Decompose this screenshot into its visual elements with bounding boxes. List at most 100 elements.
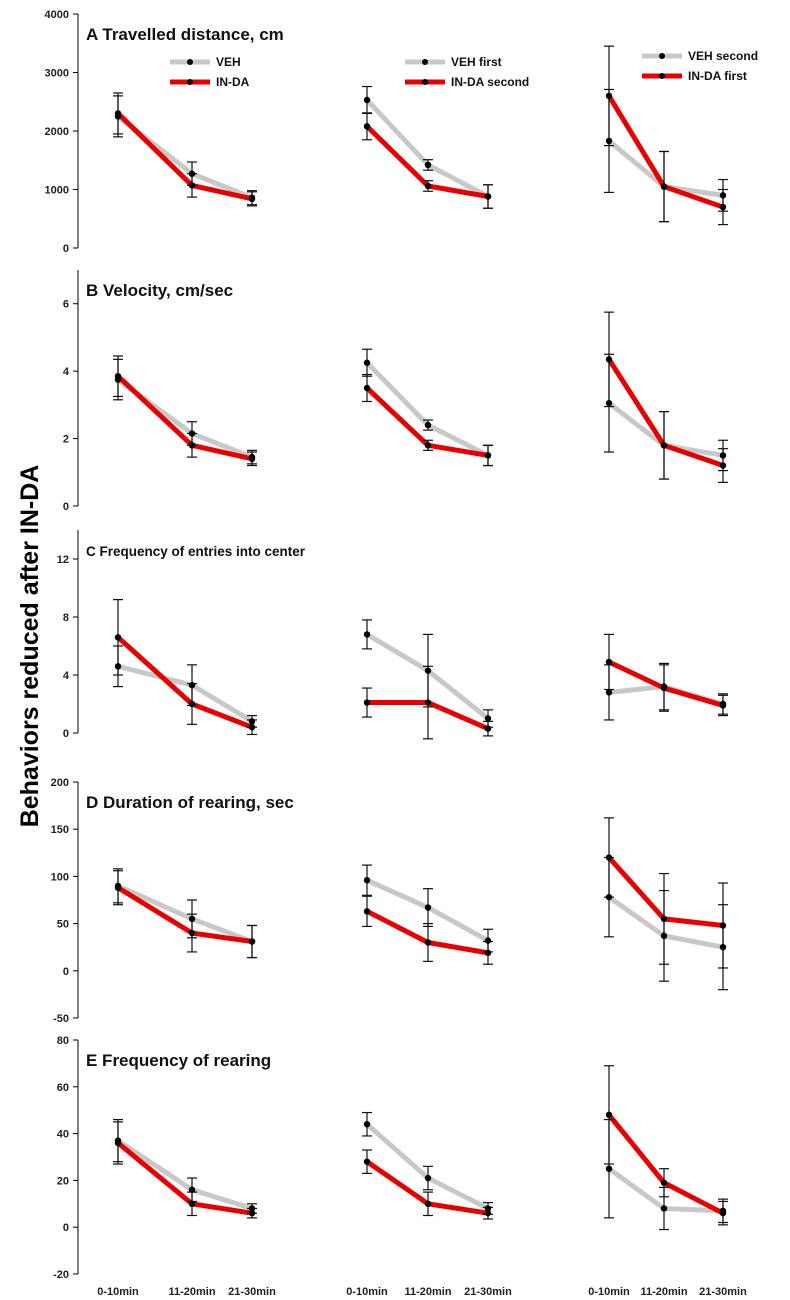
y-tick-label: 2000 — [45, 126, 69, 138]
data-point — [363, 908, 371, 915]
data-point — [363, 123, 371, 130]
panel-c: 0 4 8 12 C Frequency of entries into center — [57, 530, 728, 740]
data-point — [248, 455, 256, 462]
data-point — [114, 663, 122, 670]
data-point — [719, 702, 727, 709]
data-point — [605, 854, 613, 861]
data-point — [188, 1186, 196, 1193]
data-point — [660, 442, 668, 449]
series-line — [115, 373, 255, 462]
y-tick-label: 40 — [57, 1129, 69, 1141]
data-point — [188, 929, 196, 937]
legend-marker — [422, 79, 428, 85]
data-point — [424, 667, 432, 674]
legend-marker — [422, 59, 428, 65]
data-point — [424, 904, 432, 911]
data-point — [719, 944, 727, 951]
y-tick-label: 8 — [63, 612, 69, 624]
group-3 — [604, 311, 728, 483]
panel-d: -50 0 50 100 150 200 D Duration of rearing, se… — [51, 777, 728, 1025]
x-tick-label: 11-20min — [404, 1286, 451, 1298]
data-point — [605, 893, 613, 901]
data-point — [363, 699, 371, 706]
data-point — [424, 442, 432, 449]
x-tick-label: 0-10min — [588, 1286, 630, 1298]
legend-label: IN-DA first — [688, 69, 747, 83]
group-1 — [113, 598, 257, 736]
data-point — [248, 724, 256, 731]
data-point — [605, 137, 613, 145]
panel-a: 0 1000 2000 3000 4000 A Travelled distance, c… — [45, 9, 759, 255]
data-point — [660, 915, 668, 923]
y-tick-label: 60 — [57, 1082, 69, 1094]
data-point — [188, 915, 196, 923]
legend-marker — [187, 59, 193, 65]
data-point — [719, 192, 727, 199]
series-line — [606, 356, 726, 469]
y-tick-label: -20 — [53, 1269, 69, 1281]
data-point — [363, 1121, 371, 1128]
data-point — [484, 725, 492, 732]
group-1 — [113, 1118, 257, 1219]
legend-label: VEH second — [688, 49, 758, 63]
data-point — [363, 1158, 371, 1165]
legend-label: IN-DA — [216, 75, 250, 89]
y-tick-label: 150 — [51, 824, 69, 836]
data-point — [363, 384, 371, 392]
series-line — [606, 1112, 726, 1216]
group-2 — [362, 1111, 493, 1220]
data-point — [363, 96, 371, 104]
data-point — [605, 689, 613, 696]
data-point — [484, 452, 492, 459]
data-point — [424, 699, 432, 706]
y-tick-label: 200 — [51, 777, 69, 789]
data-point — [188, 681, 196, 689]
y-tick-label: 4 — [63, 366, 70, 378]
series-line — [115, 113, 255, 201]
data-point — [605, 658, 613, 666]
legend-label: IN-DA second — [451, 75, 529, 89]
y-tick-label: 3000 — [45, 68, 69, 80]
legend-marker — [659, 73, 665, 79]
y-tick-label: 2 — [63, 434, 69, 446]
data-point — [660, 1179, 668, 1186]
data-point — [424, 421, 432, 429]
data-point — [188, 170, 196, 177]
data-point — [424, 1174, 432, 1182]
legend: VEH IN-DA — [170, 55, 250, 89]
y-tick-label: 50 — [57, 919, 69, 931]
data-point — [248, 938, 256, 945]
data-point — [188, 430, 196, 437]
y-axis-label: Behaviors reduced after IN-DA — [16, 465, 44, 828]
x-tick-label: 0-10min — [97, 1286, 139, 1298]
legend-label: VEH — [216, 55, 241, 69]
data-point — [424, 939, 432, 946]
group-1 — [113, 355, 257, 467]
x-tick-label: 21-30min — [228, 1286, 276, 1298]
data-point — [114, 110, 122, 117]
data-point — [605, 1111, 613, 1119]
y-tick-label: 0 — [63, 966, 69, 978]
group-2 — [362, 619, 493, 740]
data-point — [188, 700, 196, 708]
data-point — [188, 442, 196, 449]
data-point — [484, 715, 492, 722]
y-tick-label: 100 — [51, 871, 69, 883]
data-point — [719, 1209, 727, 1217]
data-point — [188, 182, 196, 189]
panel-title: D Duration of rearing, sec — [86, 793, 294, 812]
legend-label: VEH first — [451, 55, 502, 69]
data-point — [605, 399, 613, 407]
series-line — [606, 659, 726, 708]
data-point — [114, 373, 122, 380]
legend-marker — [659, 53, 665, 59]
data-point — [660, 1205, 668, 1212]
series-line — [115, 883, 255, 945]
data-point — [248, 718, 256, 725]
legend: VEH second IN-DA first — [642, 49, 758, 83]
data-point — [719, 203, 727, 211]
data-point — [363, 876, 371, 884]
y-tick-label: 12 — [57, 554, 69, 566]
data-point — [248, 195, 256, 203]
group-2 — [362, 864, 493, 965]
